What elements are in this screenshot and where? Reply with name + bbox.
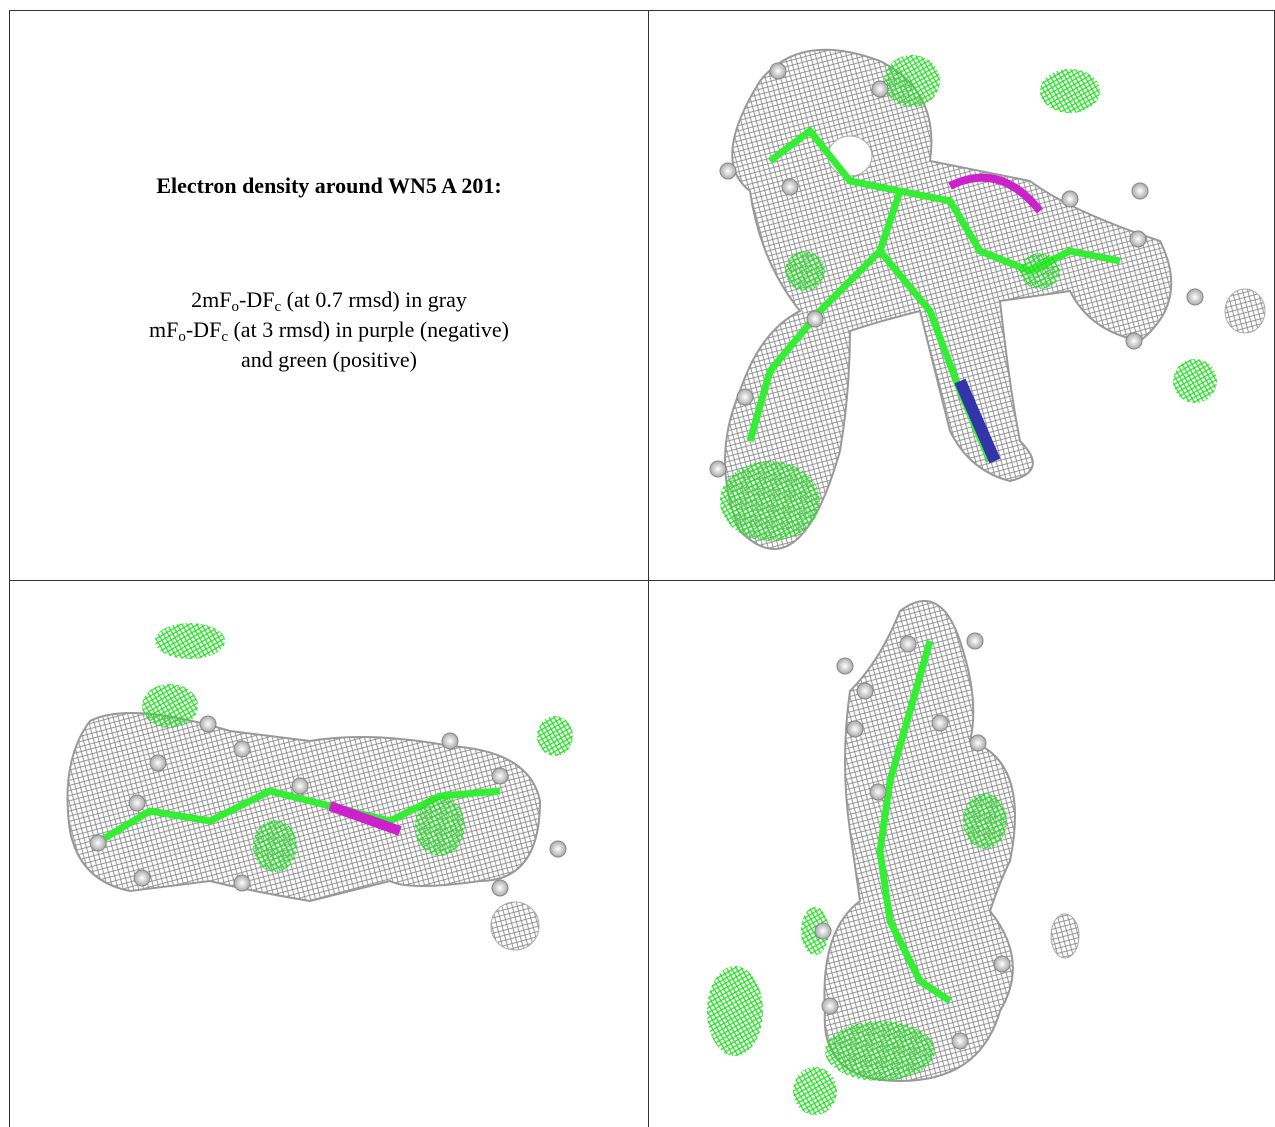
subscript: o [178,329,186,345]
cell-caption: 2mFo-DFc (at 0.7 rmsd) in gray mFo-DFc (a… [10,285,648,375]
cell-title: Electron density around WN5 A 201: [156,173,502,198]
caption-line: and green (positive) [10,345,648,375]
caption-text: and green (positive) [241,347,417,372]
caption-text: 2mF [191,287,232,312]
density-view [66,623,573,951]
caption-line: mFo-DFc (at 3 rmsd) in purple (negative) [10,315,648,345]
caption-text: mF [149,317,179,342]
cell-divider [9,580,1275,581]
density-view [709,48,1266,550]
subscript: c [221,329,228,345]
subscript: c [274,299,282,315]
caption-text: (at 3 rmsd) in purple (negative) [227,317,509,342]
cell-divider [648,10,649,1127]
caption-text: -DF [239,287,275,312]
subscript: o [231,299,240,315]
density-view [707,600,1080,1115]
caption-text: -DF [185,317,222,342]
caption-line: 2mFo-DFc (at 0.7 rmsd) in gray [10,285,648,315]
table-frame [9,10,1275,1127]
caption-text: (at 0.7 rmsd) in gray [281,287,467,312]
